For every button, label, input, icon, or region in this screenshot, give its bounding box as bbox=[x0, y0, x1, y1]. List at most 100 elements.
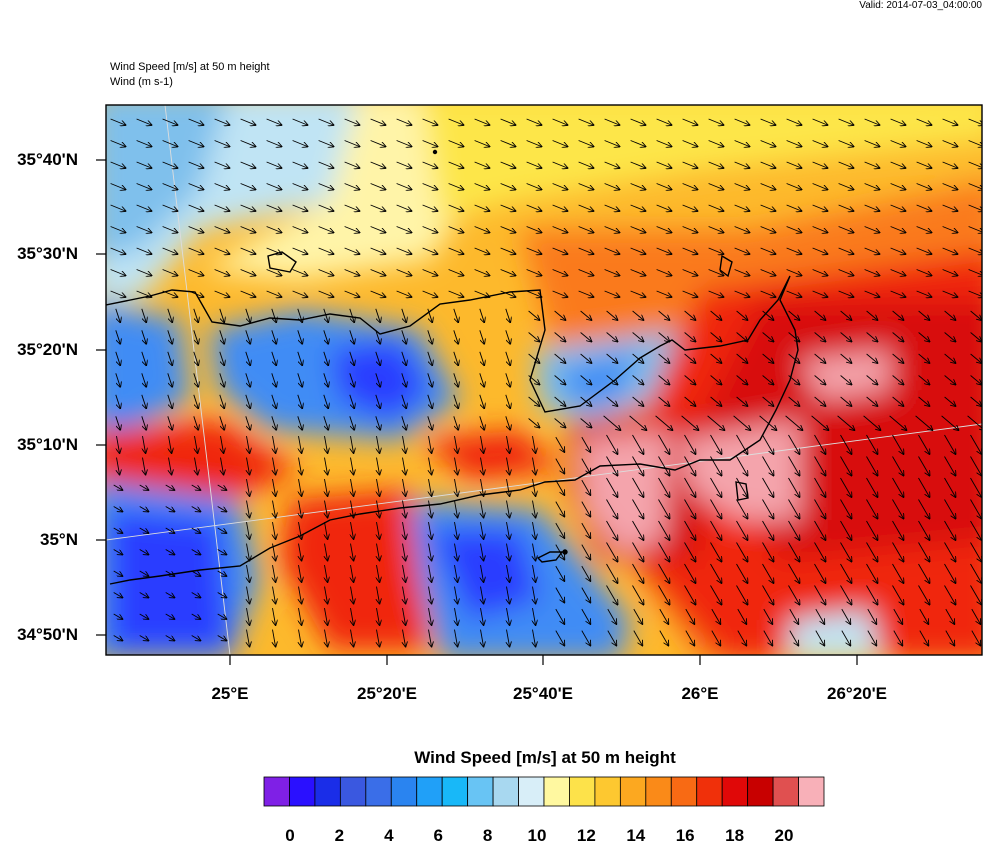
axis-ticks bbox=[96, 159, 858, 665]
wind-arrow bbox=[136, 290, 152, 297]
wind-arrow bbox=[188, 118, 204, 125]
wind-arrow bbox=[139, 635, 149, 641]
wind-arrow bbox=[684, 456, 696, 476]
wind-arrow bbox=[968, 161, 982, 168]
wind-arrow bbox=[606, 310, 618, 320]
wind-arrow bbox=[188, 161, 204, 168]
wind-arrow bbox=[351, 543, 354, 561]
wind-arrow bbox=[217, 613, 227, 619]
wind-arrow bbox=[299, 608, 302, 625]
wind-arrow bbox=[763, 630, 773, 646]
wind-arrow bbox=[736, 477, 748, 497]
wind-arrow bbox=[141, 373, 146, 386]
wind-arrow bbox=[812, 204, 828, 211]
wind-arrow bbox=[656, 204, 672, 211]
wind-arrow bbox=[814, 375, 826, 385]
wind-arrow bbox=[193, 308, 198, 322]
wind-arrow bbox=[630, 118, 646, 125]
wind-arrow bbox=[247, 500, 250, 518]
wind-arrow bbox=[167, 416, 172, 429]
wind-arrow bbox=[110, 269, 126, 276]
wind-arrow bbox=[429, 457, 432, 475]
colorbar-swatch bbox=[594, 776, 621, 807]
wind-arrow bbox=[167, 394, 172, 408]
wind-arrow bbox=[864, 226, 880, 233]
wind-arrow bbox=[139, 549, 149, 555]
wind-arrow bbox=[370, 269, 386, 276]
wind-arrow bbox=[136, 140, 152, 147]
wind-arrow bbox=[864, 247, 880, 254]
wind-arrow bbox=[658, 375, 670, 385]
wind-arrow bbox=[474, 204, 490, 211]
wind-arrow bbox=[113, 635, 123, 641]
wind-arrow bbox=[505, 351, 510, 365]
wind-arrow bbox=[788, 396, 800, 406]
wind-arrow bbox=[500, 290, 516, 297]
colorbar bbox=[263, 776, 825, 807]
wind-arrow bbox=[375, 416, 380, 429]
wind-arrow bbox=[474, 161, 490, 168]
wind-arrow bbox=[217, 506, 227, 512]
wind-arrow bbox=[838, 226, 854, 233]
wind-arrow bbox=[188, 226, 204, 233]
wind-arrow bbox=[555, 544, 565, 560]
wind-arrow bbox=[630, 161, 646, 168]
wind-arrow bbox=[299, 629, 302, 647]
wind-arrow bbox=[684, 563, 696, 583]
wind-arrow bbox=[630, 290, 646, 297]
wind-arrow bbox=[890, 247, 906, 254]
wind-arrow bbox=[299, 500, 302, 518]
wind-arrow bbox=[113, 484, 123, 490]
wind-arrow bbox=[554, 418, 566, 428]
wind-arrow bbox=[481, 479, 484, 496]
wind-arrow bbox=[110, 290, 126, 297]
wind-arrow bbox=[191, 570, 201, 576]
wind-arrow bbox=[942, 183, 958, 190]
wind-arrow bbox=[247, 457, 250, 475]
wind-arrow bbox=[273, 586, 276, 604]
wind-arrow bbox=[918, 353, 930, 363]
wind-arrow bbox=[971, 608, 981, 624]
wind-arrow bbox=[890, 140, 906, 147]
wind-arrow bbox=[633, 630, 643, 646]
wind-arrow bbox=[474, 118, 490, 125]
wind-arrow bbox=[165, 613, 175, 619]
wind-arrow bbox=[318, 118, 334, 125]
wind-arrow bbox=[708, 247, 724, 254]
wind-arrow bbox=[240, 204, 256, 211]
wind-arrow bbox=[944, 310, 956, 320]
wind-arrow bbox=[479, 330, 484, 343]
wind-arrow bbox=[580, 353, 592, 363]
wind-arrow bbox=[682, 140, 698, 147]
wind-arrow bbox=[318, 161, 334, 168]
wind-arrow bbox=[214, 118, 230, 125]
wind-arrow bbox=[219, 416, 224, 429]
wind-arrow bbox=[271, 308, 276, 322]
wind-arrow bbox=[214, 183, 230, 190]
wind-arrow bbox=[916, 204, 932, 211]
wind-arrow bbox=[837, 415, 855, 430]
wind-arrow bbox=[247, 522, 250, 539]
wind-arrow bbox=[555, 436, 565, 452]
wind-arrow bbox=[606, 375, 618, 385]
wind-arrow bbox=[377, 457, 380, 475]
wind-arrow bbox=[110, 247, 126, 254]
wind-arrow bbox=[864, 269, 880, 276]
wind-arrow bbox=[684, 542, 696, 562]
wind-arrow bbox=[968, 269, 982, 276]
wind-arrow bbox=[812, 226, 828, 233]
colorbar-swatch bbox=[416, 776, 443, 807]
wind-arrow bbox=[658, 520, 670, 540]
wind-arrow bbox=[708, 161, 724, 168]
wind-arrow bbox=[167, 351, 172, 365]
wind-arrow bbox=[970, 456, 982, 476]
wind-arrow bbox=[271, 394, 276, 408]
wind-arrow bbox=[607, 630, 617, 646]
wind-arrow bbox=[429, 436, 432, 453]
wind-arrow bbox=[812, 183, 828, 190]
wind-arrow bbox=[866, 332, 878, 342]
wind-arrow bbox=[581, 587, 591, 603]
wind-arrow bbox=[632, 563, 644, 583]
colorbar-swatch bbox=[289, 776, 316, 807]
wind-arrow bbox=[396, 226, 412, 233]
